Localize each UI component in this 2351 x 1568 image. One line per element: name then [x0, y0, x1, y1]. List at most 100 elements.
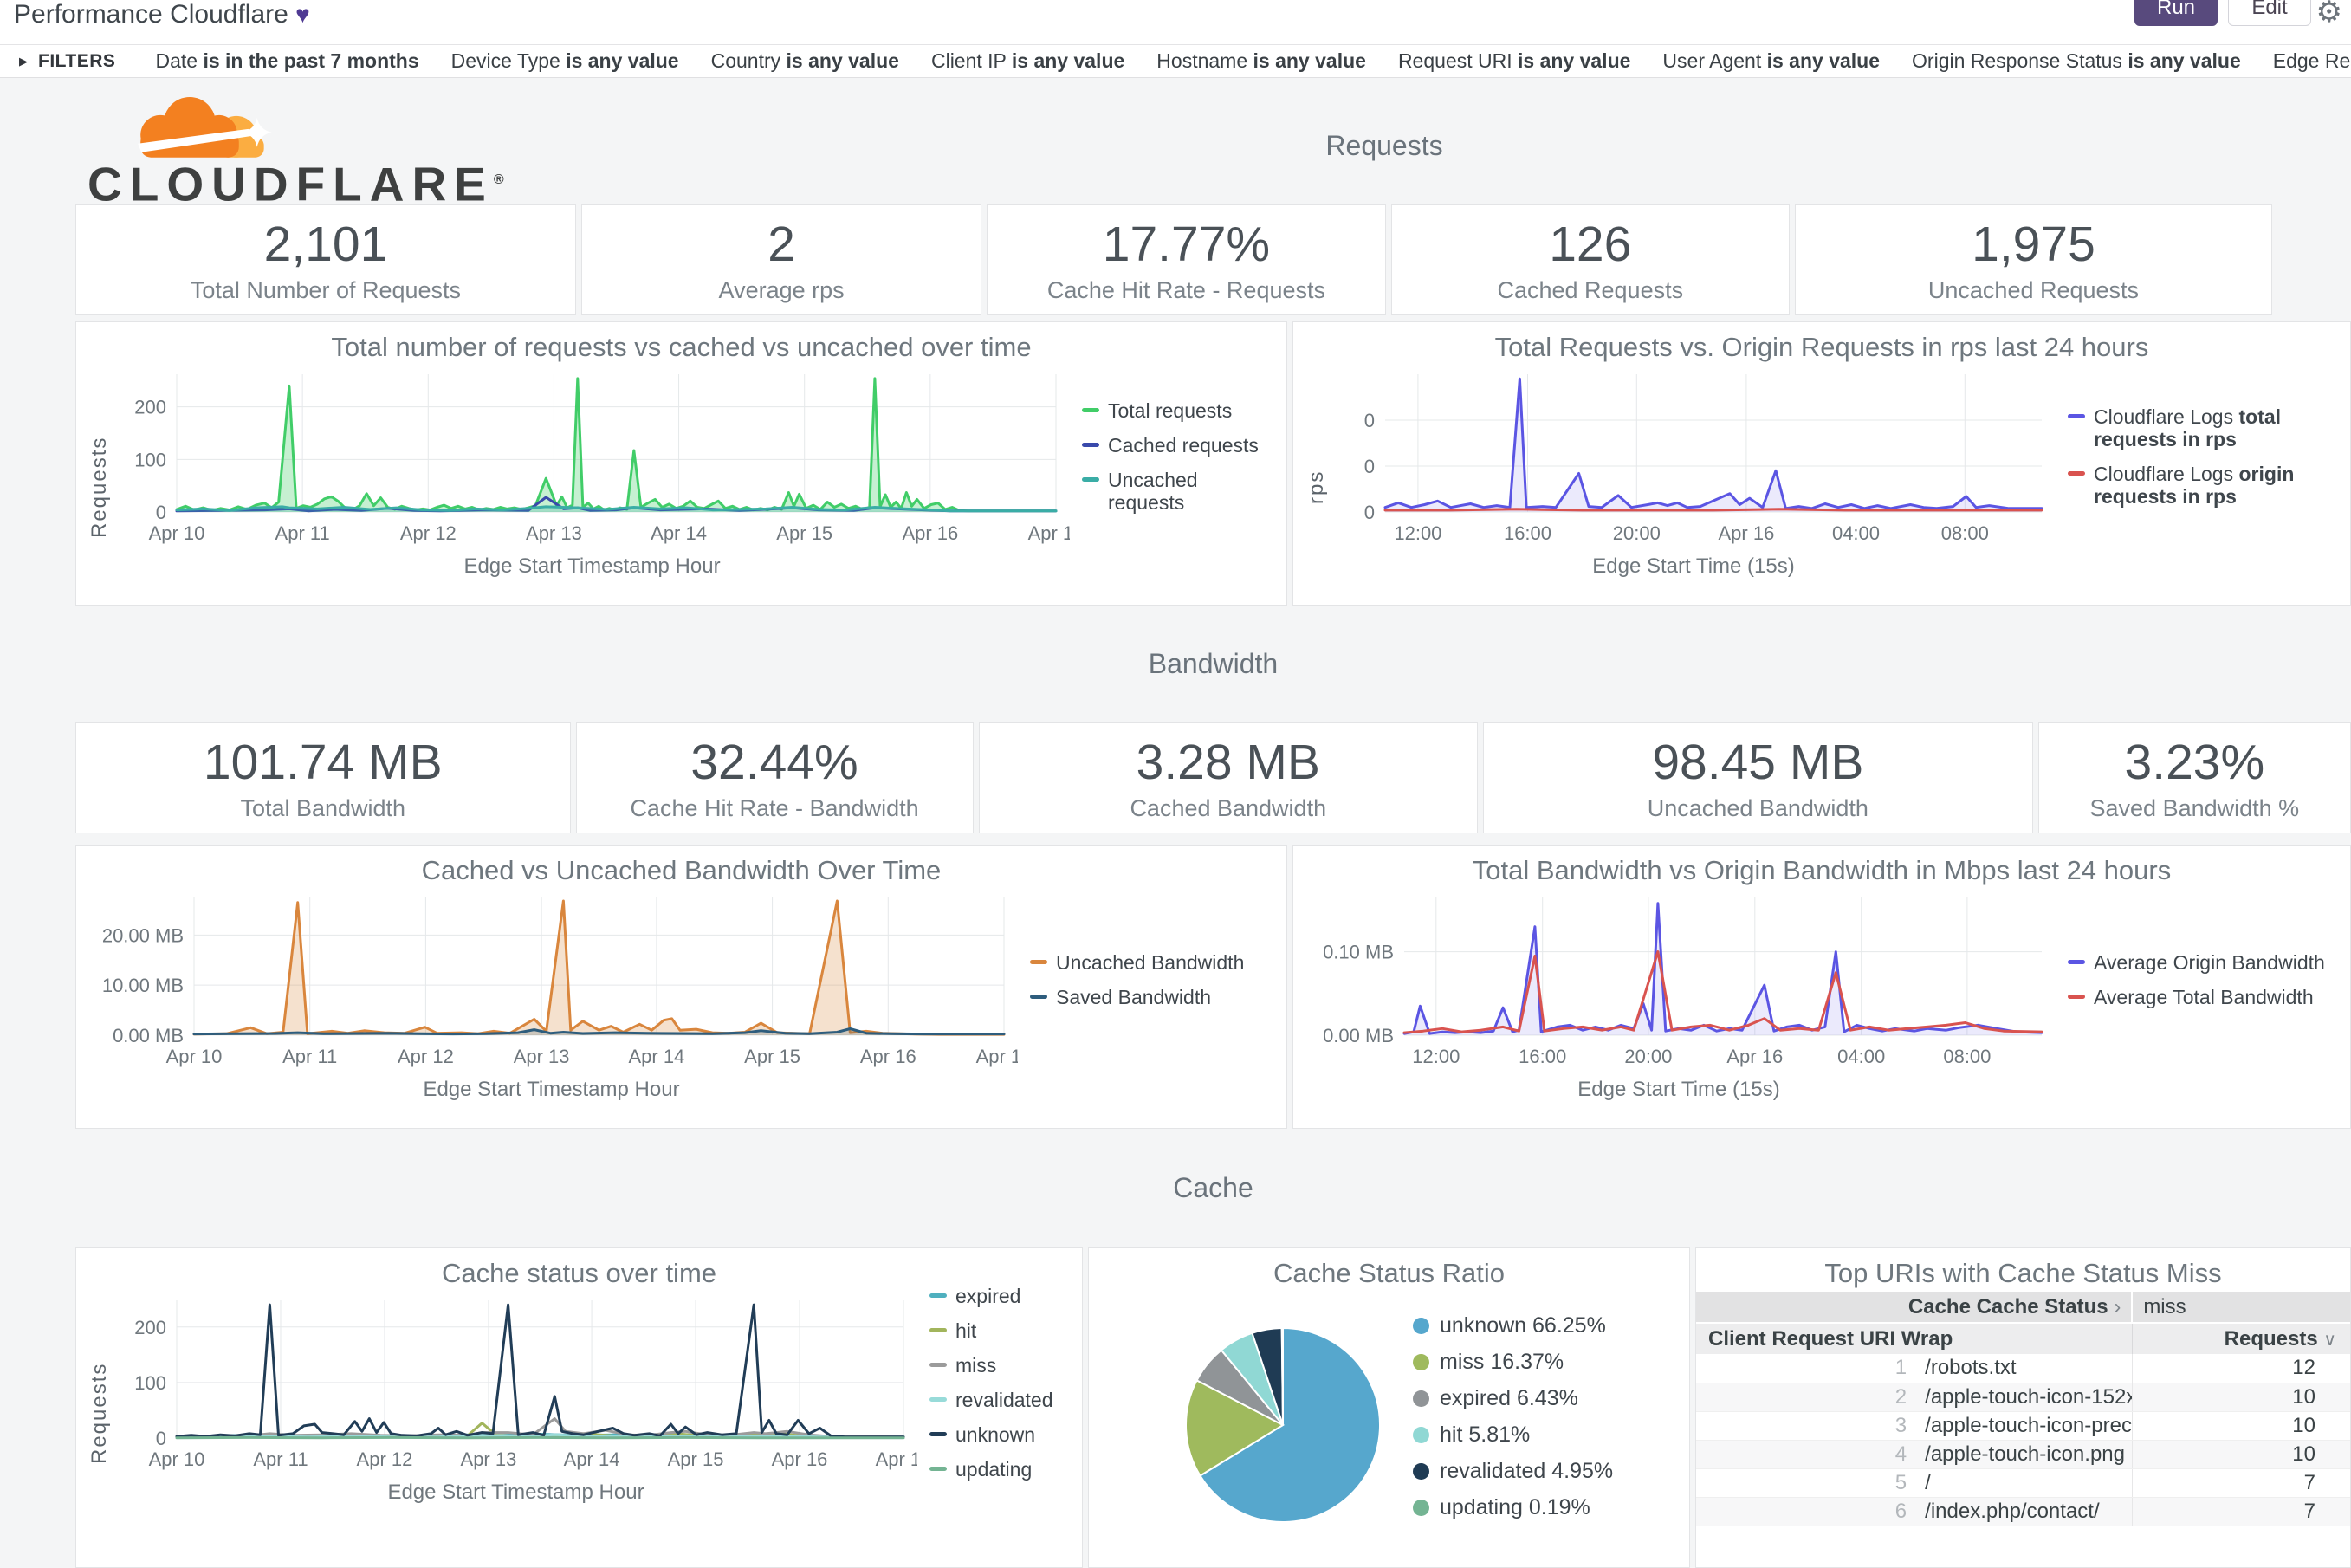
filter-device-type[interactable]: Device Type is any value — [450, 49, 679, 72]
legend-item[interactable]: unknown 66.25% — [1413, 1314, 1661, 1337]
legend-item[interactable]: Uncached requests — [1082, 469, 1278, 514]
run-button[interactable]: Run — [2134, 0, 2218, 26]
chart-legend: expired hit miss revalidated unknown updating — [917, 1285, 1073, 1500]
cell-requests[interactable]: 10 — [2131, 1440, 2350, 1469]
cell-uri[interactable]: /index.php/contact/ — [1914, 1497, 2133, 1526]
filter-date[interactable]: Date is in the past 7 months — [155, 49, 419, 72]
pie-slice-miss[interactable] — [1185, 1379, 1286, 1477]
cell-requests[interactable]: 10 — [2131, 1383, 2350, 1412]
cell-uri[interactable]: /apple-touch-icon.png — [1914, 1440, 2133, 1469]
top-uris-table: Cache Cache Status › miss Client Request… — [1696, 1292, 2350, 1526]
legend-item[interactable]: Average Origin Bandwidth — [2068, 951, 2341, 974]
chart-legend: Average Origin Bandwidth Average Total Ba… — [2056, 889, 2341, 1097]
kpi-tile[interactable]: 101.74 MB Total Bandwidth — [75, 722, 571, 833]
table-row[interactable]: 4/apple-touch-icon.png 10 — [1696, 1440, 2350, 1469]
legend-item[interactable]: expired — [929, 1285, 1073, 1307]
legend-label: revalidated — [955, 1389, 1053, 1411]
kpi-tile[interactable]: 3.23% Saved Bandwidth % — [2037, 722, 2351, 833]
svg-text:16:00: 16:00 — [1519, 1046, 1566, 1067]
legend-item[interactable]: revalidated — [929, 1389, 1073, 1411]
legend-item[interactable]: Saved Bandwidth — [1030, 986, 1278, 1008]
pie-chart-canvas[interactable] — [1165, 1304, 1401, 1554]
cell-uri[interactable]: / — [1914, 1468, 2133, 1498]
pie-slice-updating[interactable] — [1280, 1326, 1284, 1426]
legend-item[interactable]: unknown — [929, 1423, 1073, 1446]
gear-icon[interactable]: ⚙ — [2315, 0, 2342, 29]
cloudflare-logo: CLOUDFLARE® — [75, 90, 504, 208]
pivot-header[interactable]: Cache Cache Status › — [1696, 1292, 2133, 1323]
legend-label: hit 5.81% — [1440, 1422, 1531, 1447]
cell-uri[interactable]: /robots.txt — [1914, 1354, 2133, 1383]
legend-item[interactable]: hit — [929, 1319, 1073, 1342]
svg-text:Apr 11: Apr 11 — [275, 522, 330, 544]
legend-item[interactable]: updating — [929, 1458, 1073, 1481]
filter-edge-response-status[interactable]: Edge Response Status is any value — [2272, 49, 2351, 72]
filter-country[interactable]: Country is any value — [710, 49, 899, 72]
legend-item[interactable]: Uncached Bandwidth — [1030, 951, 1278, 974]
line-chart-canvas[interactable]: Apr 10 Apr 11 Apr 12 Apr 13 Apr 14 Apr 15 Apr … — [114, 366, 1084, 556]
svg-text:Apr 12: Apr 12 — [357, 1448, 413, 1470]
kpi-tile[interactable]: 17.77% Cache Hit Rate - Requests — [987, 204, 1386, 315]
table-row[interactable]: 5/7 — [1696, 1468, 2350, 1498]
legend-swatch-icon — [1413, 1499, 1429, 1516]
column-header-uri[interactable]: Client Request URI Wrap — [1696, 1322, 2133, 1354]
line-chart-canvas[interactable]: Apr 10 Apr 11 Apr 12 Apr 13 Apr 14 Apr 15 Apr … — [114, 1292, 931, 1482]
kpi-value: 2 — [767, 216, 795, 272]
cell-requests[interactable]: 7 — [2131, 1497, 2350, 1526]
kpi-tile[interactable]: 98.45 MB Uncached Bandwidth — [1483, 722, 2033, 833]
cell-requests[interactable]: 10 — [2131, 1411, 2350, 1441]
legend-label: miss 16.37% — [1440, 1349, 1564, 1374]
cell-requests[interactable]: 12 — [2131, 1354, 2350, 1383]
table-row[interactable]: 1/robots.txt 12 — [1696, 1354, 2350, 1383]
legend-item[interactable]: miss — [929, 1354, 1073, 1377]
filter-origin-response-status[interactable]: Origin Response Status is any value — [1912, 49, 2241, 72]
kpi-tile[interactable]: 3.28 MB Cached Bandwidth — [978, 722, 1478, 833]
filter-client-ip[interactable]: Client IP is any value — [930, 49, 1125, 72]
legend-item[interactable]: revalidated 4.95% — [1413, 1460, 1661, 1482]
svg-text:Apr 16: Apr 16 — [902, 522, 958, 544]
section-title-cache: Cache — [1173, 1172, 1253, 1203]
legend-item[interactable]: updating 0.19% — [1413, 1496, 1661, 1519]
legend-swatch-icon — [1413, 1353, 1429, 1370]
filter-items: Date is in the past 7 months Device Type … — [155, 49, 2351, 73]
dashboard: CLOUDFLARE® Requests 2,101 Total Number o… — [0, 78, 2351, 1568]
line-chart-canvas[interactable]: 12:00 16:00 20:00 Apr 16 04:00 08:00 0.00 MB 0.… — [1302, 889, 2056, 1079]
legend-item[interactable]: miss 16.37% — [1413, 1351, 1661, 1373]
legend-item[interactable]: expired 6.43% — [1413, 1387, 1661, 1409]
legend-label: Cloudflare Logs total requests in rps — [2094, 405, 2282, 450]
filter-request-uri[interactable]: Request URI is any value — [1397, 49, 1631, 72]
line-chart-canvas[interactable]: 12:00 16:00 20:00 Apr 16 04:00 08:00 0 0 0 — [1331, 366, 2056, 556]
legend-item[interactable]: hit 5.81% — [1413, 1423, 1661, 1446]
table-row[interactable]: 6/index.php/contact/7 — [1696, 1497, 2350, 1526]
kpi-tile[interactable]: 32.44% Cache Hit Rate - Bandwidth — [575, 722, 974, 833]
legend-item[interactable]: Cached requests — [1082, 434, 1278, 457]
kpi-value: 32.44% — [690, 734, 858, 790]
pivot-value[interactable]: miss — [2131, 1292, 2350, 1323]
kpi-tile[interactable]: 126 Cached Requests — [1390, 204, 1790, 315]
kpi-tile[interactable]: 2 Average rps — [580, 204, 982, 315]
cell-uri[interactable]: /apple-touch-icon-precomposed.png — [1914, 1411, 2133, 1441]
filter-user-agent[interactable]: User Agent is any value — [1662, 49, 1881, 72]
legend-swatch-icon — [929, 1397, 947, 1402]
edit-button[interactable]: Edit — [2228, 0, 2311, 26]
kpi-row-bandwidth: 101.74 MB Total Bandwidth 32.44% Cache Hit … — [75, 722, 2351, 833]
legend-item[interactable]: Average Total Bandwidth — [2068, 986, 2341, 1008]
filter-hostname[interactable]: Hostname is any value — [1156, 49, 1366, 72]
legend-item[interactable]: Total requests — [1082, 399, 1278, 422]
svg-text:Apr 16: Apr 16 — [772, 1448, 828, 1470]
kpi-tile[interactable]: 2,101 Total Number of Requests — [75, 204, 576, 315]
legend-item[interactable]: Cloudflare Logs total requests in rps — [2068, 405, 2341, 450]
legend-label: Uncached Bandwidth — [1056, 951, 1245, 974]
kpi-value: 2,101 — [263, 216, 388, 272]
legend-item[interactable]: Cloudflare Logs origin requests in rps — [2068, 463, 2341, 508]
cell-requests[interactable]: 7 — [2131, 1468, 2350, 1498]
cell-uri[interactable]: /apple-touch-icon-152x152.png — [1914, 1383, 2133, 1412]
legend-swatch-icon — [1413, 1317, 1429, 1334]
line-chart-canvas[interactable]: Apr 10 Apr 11 Apr 12 Apr 13 Apr 14 Apr 15 Apr … — [85, 889, 1032, 1079]
kpi-tile[interactable]: 1,975 Uncached Requests — [1794, 204, 2272, 315]
filters-expand-icon[interactable]: ▶ — [19, 54, 28, 68]
column-header-requests[interactable]: Requests ∨ — [2131, 1322, 2350, 1354]
legend-swatch-icon — [929, 1432, 947, 1436]
